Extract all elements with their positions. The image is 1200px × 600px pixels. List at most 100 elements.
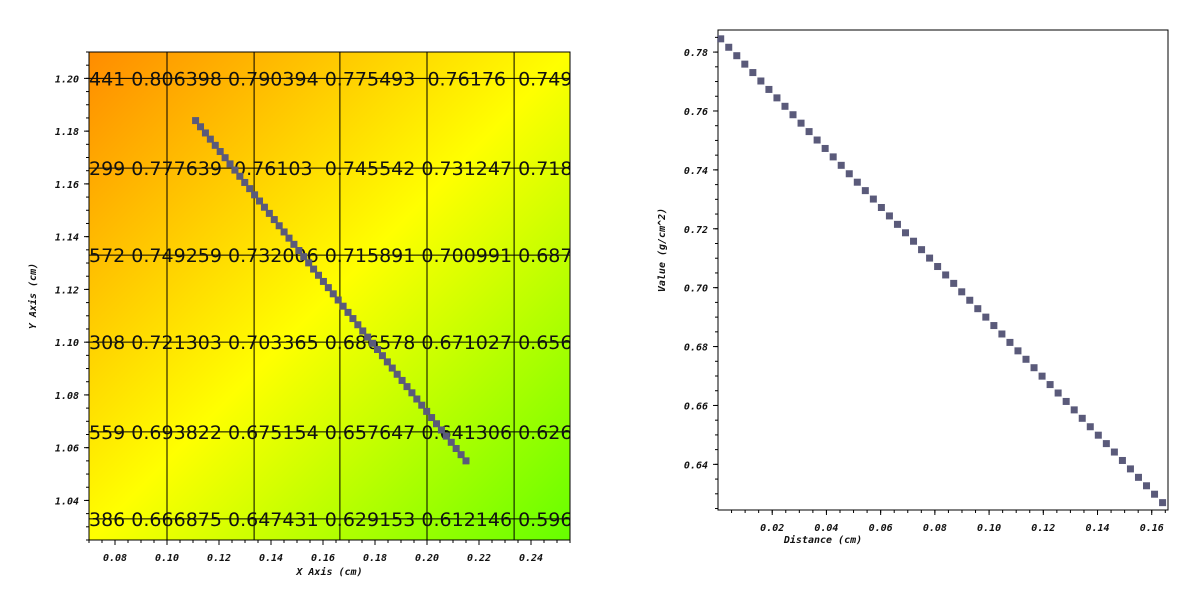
x-tick-label: 0.10 [977, 523, 1001, 534]
x-tick-label: 0.10 [155, 553, 179, 564]
y-tick-label: 1.04 [55, 496, 79, 507]
lineout-point [383, 358, 391, 366]
curve-point [1126, 465, 1134, 473]
lineout-point [211, 141, 219, 149]
lineout-point [428, 414, 436, 422]
curve-point [1110, 448, 1118, 456]
curve-point [1078, 414, 1086, 422]
y-tick-label: 0.66 [684, 401, 708, 412]
lineout-point [305, 259, 313, 267]
curve-point [829, 153, 837, 161]
curve-point [837, 161, 845, 169]
lineout-point [241, 178, 249, 186]
curve-point [757, 77, 765, 85]
lineout-point [408, 389, 416, 397]
curve-point [1159, 499, 1167, 507]
y-tick-label: 0.76 [684, 107, 708, 118]
y-tick-label: 0.78 [684, 48, 708, 59]
lineout-point [462, 457, 470, 465]
curve-point [813, 136, 821, 144]
x-tick-label: 0.06 [869, 523, 893, 534]
lineout-point [236, 172, 244, 180]
curve-point [1038, 372, 1046, 380]
lineout-point [290, 240, 298, 248]
curve-point [893, 220, 901, 228]
lineout-point [437, 426, 445, 434]
curve-point [765, 85, 773, 93]
curve-point [845, 170, 853, 178]
cell-value-row: 308 0.721303 0.703365 0.686578 0.671027 … [89, 332, 627, 354]
lineout-point [201, 129, 209, 137]
x-tick-label: 0.12 [1031, 523, 1055, 534]
lineout-point [221, 154, 229, 162]
y-tick-label: 0.64 [684, 460, 708, 471]
curve-point [1030, 364, 1038, 372]
lineout-point [192, 117, 200, 125]
cell-value-row: 386 0.666875 0.647431 0.629153 0.612146 … [89, 509, 633, 531]
lineout-point [216, 148, 224, 156]
curve-point [853, 178, 861, 186]
curve-point [773, 94, 781, 102]
y-tick-label: 0.68 [684, 343, 708, 354]
curve-point [869, 195, 877, 203]
curve-point [942, 271, 950, 279]
curve-point [1102, 440, 1110, 448]
lineout-point [300, 253, 308, 261]
lineout-point [398, 376, 406, 384]
curve-point [950, 279, 958, 287]
curve-point [885, 212, 893, 220]
curve-point [998, 330, 1006, 338]
pseudocolor-plot: 441 0.806398 0.790394 0.775493 0.76176 0… [27, 51, 633, 578]
x-tick-label: 0.18 [363, 553, 387, 564]
y-tick-label: 0.74 [684, 166, 708, 177]
x-tick-label: 0.04 [814, 523, 838, 534]
lineout-point [433, 420, 441, 428]
curve-point [990, 322, 998, 330]
curve-point [974, 305, 982, 313]
cell-value-row: 572 0.749259 0.732006 0.715891 0.700991 … [89, 245, 627, 267]
curve-point [901, 229, 909, 237]
curve-point [1086, 423, 1094, 431]
x-tick-label: 0.14 [259, 553, 283, 564]
lineout-point [246, 185, 254, 193]
y-tick-label: 1.16 [55, 180, 79, 191]
lineout-point [354, 321, 362, 329]
x-tick-label: 0.02 [760, 523, 784, 534]
curve-point [926, 254, 934, 262]
lineout-point [452, 444, 460, 452]
y-tick-label: 1.18 [55, 127, 79, 138]
curve-point [805, 128, 813, 136]
curve-point [749, 69, 757, 77]
curve-point [982, 313, 990, 321]
lineout-point [344, 308, 352, 316]
y-tick-label: 0.72 [684, 225, 708, 236]
x-axis-title: Distance (cm) [783, 534, 862, 546]
x-tick-label: 0.14 [1085, 523, 1109, 534]
cell-value-row: 299 0.777639 0.76103 0.745542 0.731247 0… [89, 158, 627, 180]
curve-point [789, 111, 797, 119]
y-tick-label: 1.10 [55, 338, 79, 349]
heatmap-field [89, 52, 570, 540]
lineout-point [393, 370, 401, 378]
lineout-point [403, 383, 411, 391]
lineout-point [339, 302, 347, 310]
lineout-point [270, 216, 278, 224]
lineout-point [457, 451, 465, 459]
mesh-grid [89, 52, 570, 540]
curve-point [918, 246, 926, 254]
y-axis-title: Y Axis (cm) [27, 263, 39, 329]
y-tick-label: 1.08 [55, 391, 79, 402]
curve-point [797, 119, 805, 127]
lineout-point [315, 271, 323, 279]
curve-point [1134, 473, 1142, 481]
x-axis: 0.02 0.04 0.06 0.08 0.10 0.12 0.14 0.16 Distance… [731, 510, 1166, 546]
curve-point [1054, 389, 1062, 397]
lineout-point [447, 438, 455, 446]
x-tick-label: 0.22 [467, 553, 491, 564]
curve-point [1006, 338, 1014, 346]
y-axis: 1.04 1.06 1.08 1.10 1.12 1.14 1.16 1.18 1.20 Y Ax… [27, 51, 89, 541]
curve-point [1022, 355, 1030, 363]
lineout-point [310, 265, 318, 273]
lineout-point [280, 228, 288, 236]
